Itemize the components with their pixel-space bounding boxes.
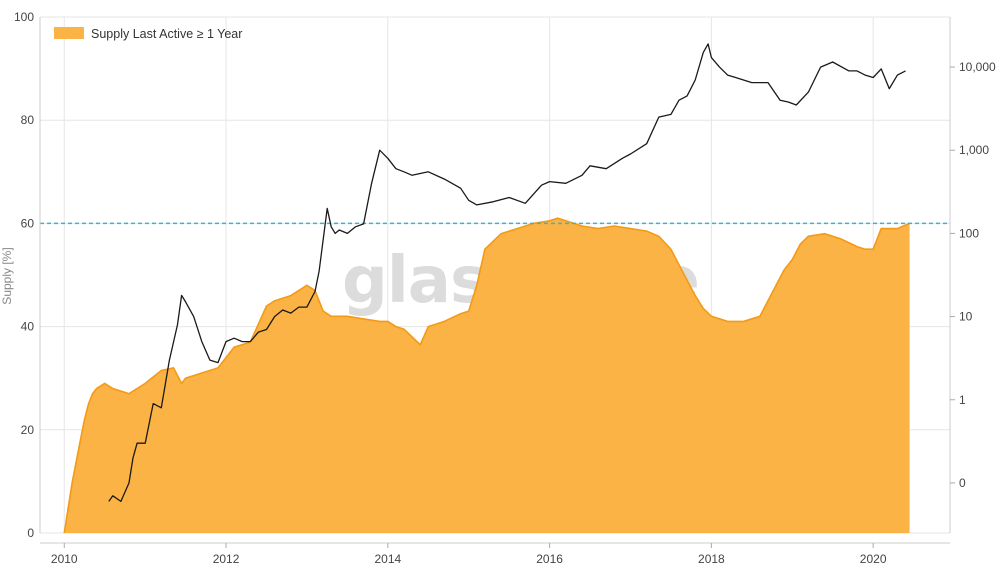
x-tick-label-2010: 2010 [51, 552, 78, 566]
x-tick-label-2012: 2012 [213, 552, 240, 566]
y-tick-label-0: 0 [27, 526, 34, 540]
y2-tick-label-0: 0 [959, 476, 966, 490]
y-tick-label-100: 100 [14, 10, 34, 24]
y2-tick-label-3: 100 [959, 226, 979, 240]
legend-label: Supply Last Active ≥ 1 Year [91, 27, 242, 41]
tick-labels: 0 20 40 60 80 100 2010 2012 2014 2016 2018 2020 0 1 10… [14, 10, 996, 566]
y-tick-label-60: 60 [21, 216, 35, 230]
legend-swatch [54, 27, 84, 39]
price-line-series [108, 43, 906, 503]
y-axis-title: Supply [%] [0, 247, 14, 304]
x-tick-label-2018: 2018 [698, 552, 725, 566]
y2-tick-label-5: 10,000 [959, 60, 996, 74]
supply-area-series [63, 217, 910, 534]
y2-tick-label-1: 1 [959, 393, 966, 407]
y-tick-label-40: 40 [21, 320, 35, 334]
y2-tick-label-2: 10 [959, 310, 973, 324]
supply-area-fill [64, 218, 910, 533]
axes [39, 17, 951, 544]
x-tick-label-2016: 2016 [536, 552, 563, 566]
supply-area-edge [63, 217, 910, 534]
x-tick-label-2020: 2020 [860, 552, 887, 566]
y-tick-label-80: 80 [21, 113, 35, 127]
x-tick-label-2014: 2014 [374, 552, 401, 566]
y-tick-label-20: 20 [21, 423, 35, 437]
price-line [108, 43, 906, 503]
y2-tick-label-4: 1,000 [959, 143, 989, 157]
legend: Supply Last Active ≥ 1 Year [54, 27, 242, 41]
